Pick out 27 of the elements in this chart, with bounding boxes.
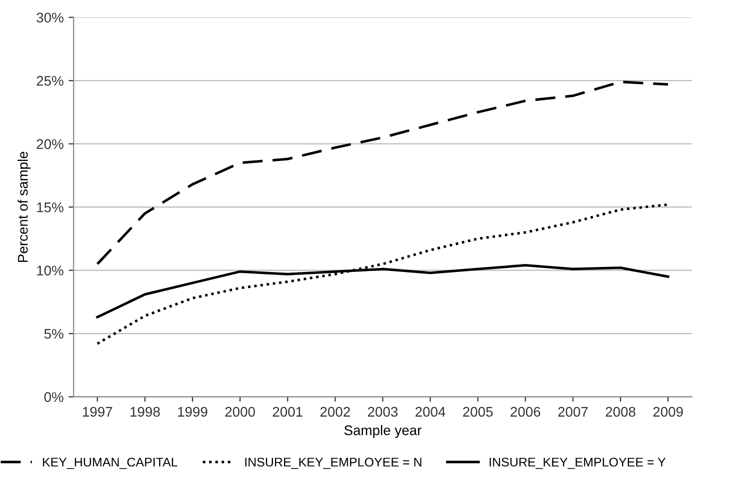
line-series — [96, 203, 670, 345]
x-tick-label: 2007 — [558, 406, 588, 417]
x-tick-label: 2002 — [320, 406, 350, 417]
x-tick-label: 2005 — [463, 406, 493, 417]
legend-label: INSURE_KEY_EMPLOYEE = N — [245, 458, 422, 469]
x-tick-label: 1998 — [130, 406, 160, 417]
line-series — [96, 80, 670, 266]
y-tick-label: 10% — [37, 266, 64, 276]
x-tick-label: 2008 — [606, 406, 636, 417]
x-tick-label: 1997 — [82, 406, 112, 417]
x-tick-label: 2003 — [368, 406, 398, 417]
y-tick-label: 15% — [37, 202, 64, 212]
y-tick-label: 20% — [36, 139, 64, 150]
y-tick-label: 25% — [36, 76, 64, 86]
y-tick-label: 5% — [44, 328, 64, 339]
y-tick-label: 0% — [44, 392, 64, 402]
legend-label: INSURE_KEY_EMPLOYEE = Y — [490, 458, 666, 469]
y-tick-label: 30% — [36, 12, 64, 23]
x-tick-label: 1999 — [178, 406, 208, 417]
x-tick-label: 2004 — [416, 406, 446, 417]
x-axis-title: Sample year — [344, 425, 422, 438]
x-tick-label: 2001 — [272, 406, 302, 417]
x-tick-label: 2009 — [653, 406, 683, 417]
y-axis-title: Percent of sample — [18, 152, 31, 262]
legend-label: KEY_HUMAN_CAPITAL — [42, 458, 178, 469]
x-tick-label: 2000 — [225, 406, 255, 417]
x-tick-label: 2006 — [510, 406, 540, 417]
